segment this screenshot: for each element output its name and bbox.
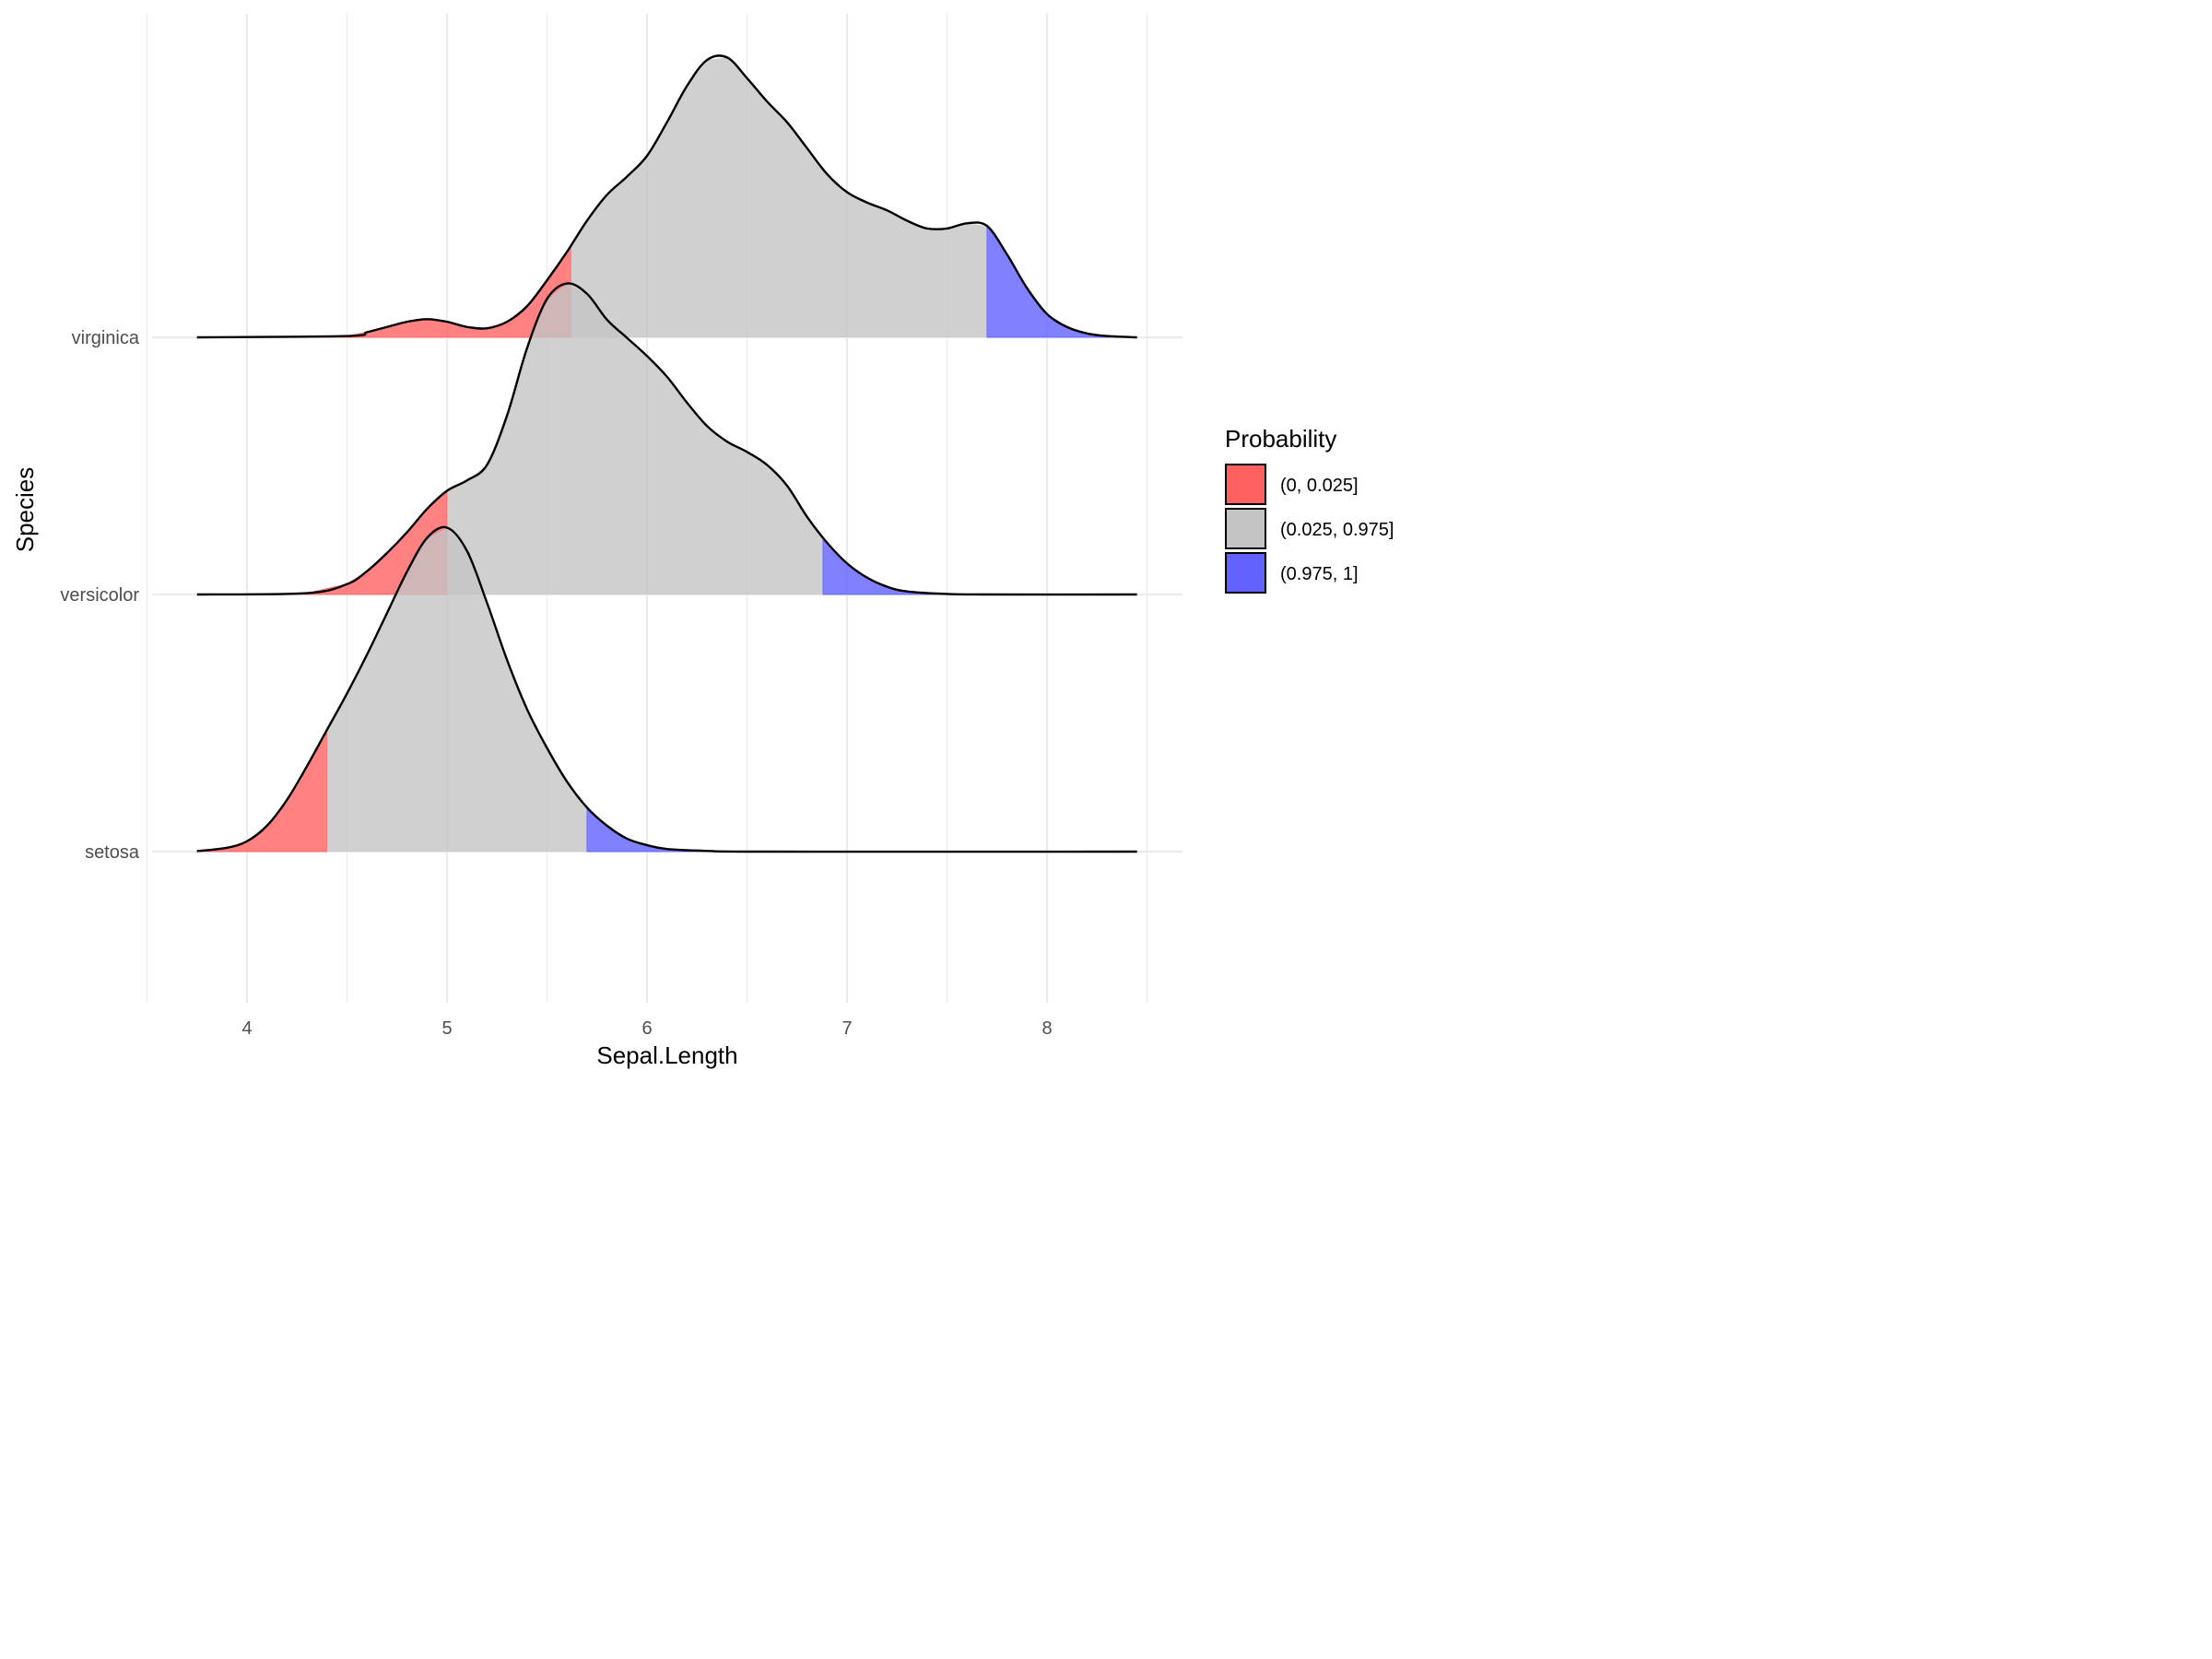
legend: Probability (0, 0.025] (0.025, 0.975] (0.9…	[1225, 425, 1394, 594]
density-ridges	[196, 54, 1137, 853]
legend-title: Probability	[1225, 425, 1336, 453]
x-tick-label: 6	[641, 1018, 652, 1039]
density-outline	[196, 54, 1137, 339]
quantile-fill	[822, 535, 1137, 595]
x-tick-label: 8	[1041, 1018, 1052, 1039]
legend-key	[1225, 552, 1266, 594]
quantile-fill	[586, 806, 1137, 853]
y-axis-title: Species	[11, 467, 39, 553]
legend-key	[1225, 508, 1266, 549]
x-axis: 4 5 6 7 8	[241, 1018, 1052, 1039]
quantile-fill	[196, 244, 571, 338]
quantile-fill	[196, 729, 328, 853]
density-outline	[196, 525, 1137, 853]
y-tick-label: versicolor	[60, 585, 139, 606]
y-axis: setosa versicolor virginica	[60, 328, 139, 863]
quantile-fill	[326, 527, 587, 852]
ridgeline-chart: setosa versicolor virginica 4 5 6 7 8 Sepal.Le…	[11, 14, 1394, 1069]
x-tick-label: 7	[841, 1018, 852, 1039]
x-tick-label: 4	[241, 1018, 252, 1039]
y-tick-label: setosa	[85, 842, 140, 863]
ridge-virginica	[196, 54, 1137, 339]
legend-key	[1225, 464, 1266, 505]
ridge-versicolor	[196, 282, 1137, 596]
ridge-setosa	[196, 525, 1137, 853]
x-axis-title: Sepal.Length	[596, 1041, 737, 1069]
quantile-fill	[986, 224, 1137, 338]
legend-label: (0.975, 1]	[1280, 564, 1359, 584]
quantile-fill	[571, 57, 987, 338]
legend-label: (0.025, 0.975]	[1280, 520, 1394, 540]
legend-label: (0, 0.025]	[1280, 476, 1359, 496]
quantile-fill	[447, 283, 823, 594]
density-outline	[196, 282, 1137, 596]
y-tick-label: virginica	[72, 328, 140, 348]
x-tick-label: 5	[441, 1018, 452, 1039]
